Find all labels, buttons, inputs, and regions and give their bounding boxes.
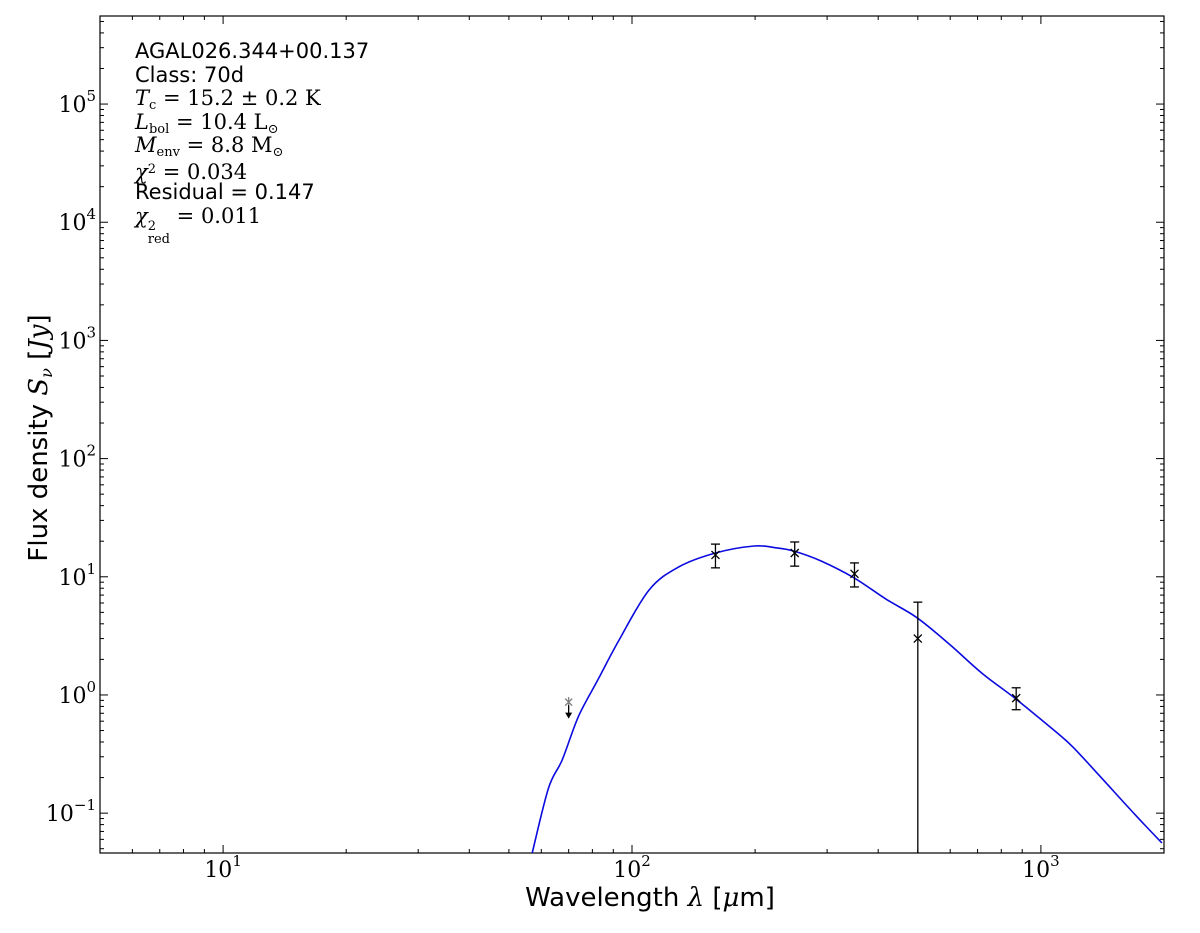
x-marker	[711, 550, 720, 560]
axis-ticks	[100, 16, 1164, 853]
y-axis-label: Flux density Sν [Jy]	[24, 314, 56, 562]
x-tick-label: 101	[204, 852, 242, 883]
annotation-envelope-mass: Menv = 8.8 M⊙	[135, 133, 284, 160]
data-point-350um	[849, 562, 859, 588]
data-point-500um	[913, 601, 923, 853]
annotation-class: Class: 70d	[135, 62, 245, 87]
model-curve	[531, 545, 1163, 853]
data-point-250um	[790, 541, 800, 567]
x-tick-label: 103	[1022, 852, 1060, 883]
annotation-source-name: AGAL026.344+00.137	[135, 39, 370, 63]
down-arrow-icon	[565, 712, 573, 719]
y-tick-label: 100	[58, 678, 96, 709]
x-axis-label: Wavelength λ [μm]	[525, 883, 775, 913]
fit-parameters-annotation: AGAL026.344+00.137 Class: 70d Tc = 15.2 ± …	[135, 39, 370, 248]
y-tick-label: 102	[58, 442, 96, 473]
sup-sub-stack: 2 red	[147, 218, 170, 248]
photometry-points	[710, 541, 1021, 853]
upper-limit-70um	[564, 697, 573, 719]
annotation-chi2: χ2 = 0.034	[135, 159, 248, 184]
y-tick-label: 105	[58, 87, 96, 118]
data-point-160um	[710, 543, 720, 569]
annotation-luminosity: Lbol = 10.4 L⊙	[135, 109, 279, 137]
x-marker	[913, 634, 923, 644]
y-tick-label: 103	[58, 323, 96, 354]
data-point-870um	[1011, 687, 1021, 711]
annotation-residual: Residual = 0.147	[135, 180, 315, 204]
x-marker	[1011, 693, 1021, 703]
annotation-chi2-reduced: χ 2 red = 0.011	[135, 203, 262, 248]
x-tick-label: 102	[613, 852, 651, 883]
y-tick-label: 10−1	[46, 796, 96, 827]
x-marker	[850, 569, 859, 579]
y-tick-label: 101	[58, 560, 96, 591]
annotation-temperature: Tc = 15.2 ± 0.2 K	[135, 86, 321, 113]
y-tick-label: 104	[58, 205, 96, 236]
axes-frame	[99, 15, 1165, 854]
x-marker	[790, 548, 800, 558]
